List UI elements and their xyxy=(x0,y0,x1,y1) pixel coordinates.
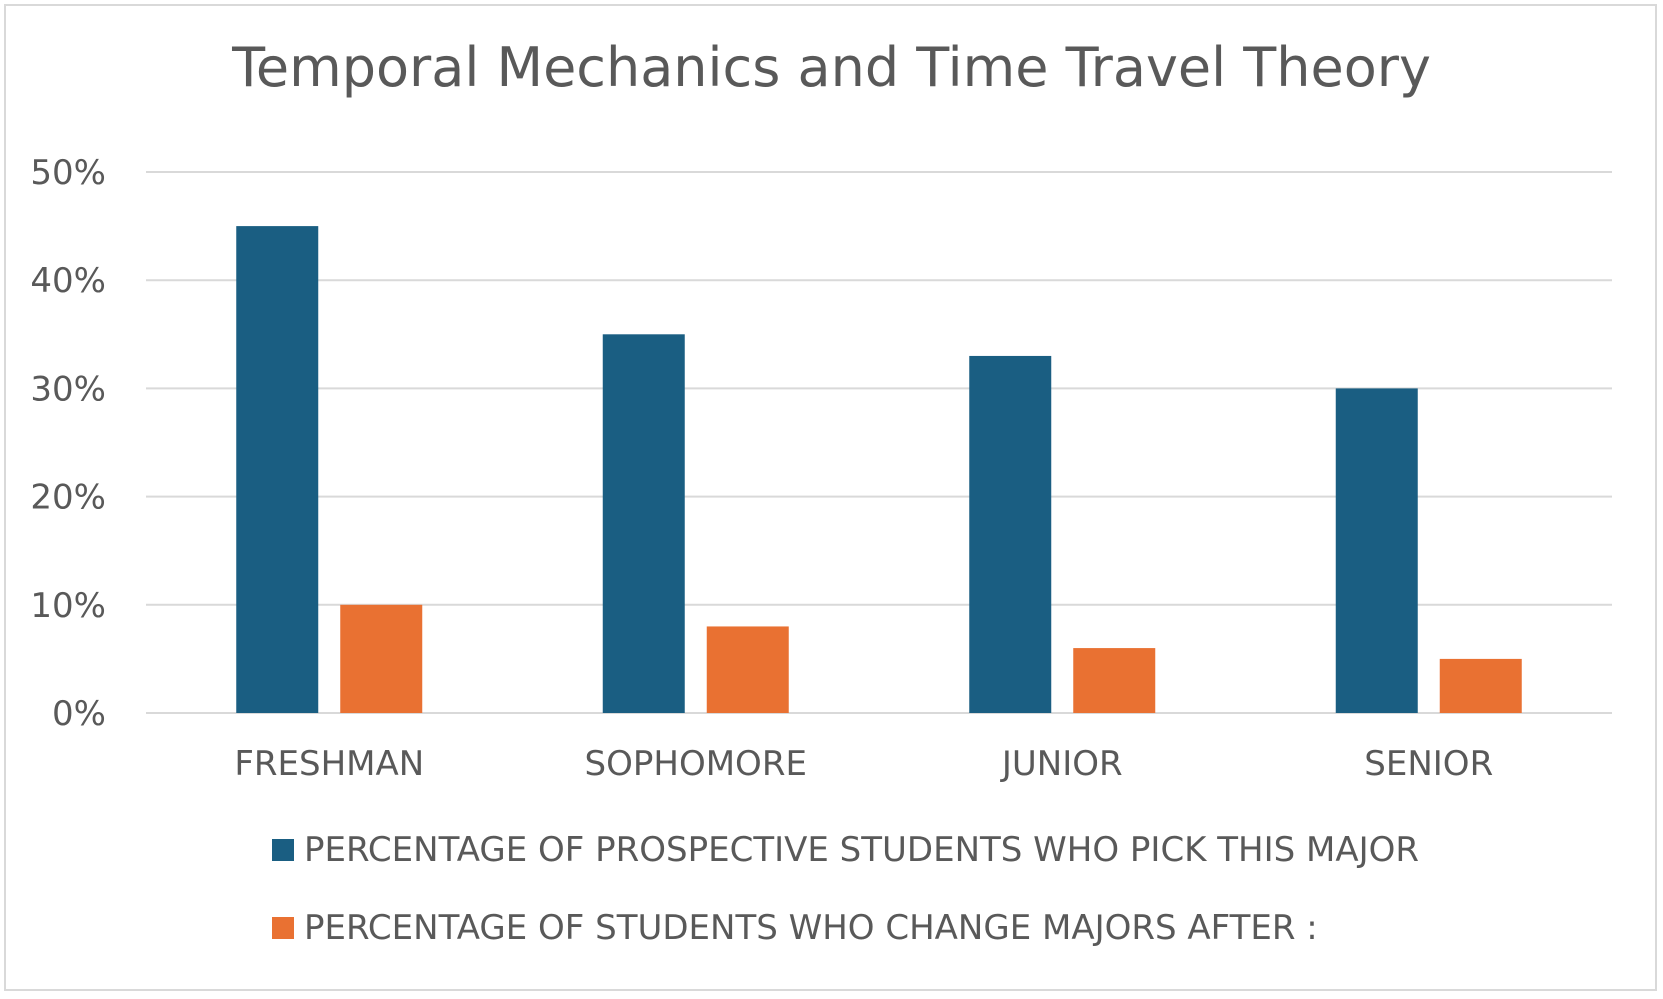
legend-swatch-series-1 xyxy=(272,839,294,861)
y-tick-label: 0% xyxy=(52,694,106,734)
y-tick-label: 40% xyxy=(30,261,106,301)
legend-label-series-1: PERCENTAGE OF PROSPECTIVE STUDENTS WHO P… xyxy=(304,830,1420,870)
y-tick-label: 50% xyxy=(30,153,106,193)
x-tick-label: FRESHMAN xyxy=(234,744,424,784)
bar-series-2 xyxy=(340,604,423,713)
bar-series-1 xyxy=(602,334,685,713)
bar-series-2 xyxy=(706,626,789,713)
bar-series-1 xyxy=(236,226,319,713)
y-tick-label: 10% xyxy=(30,586,106,626)
legend-item-series-2: PERCENTAGE OF STUDENTS WHO CHANGE MAJORS… xyxy=(272,908,1318,948)
bar-series-1 xyxy=(1335,388,1418,713)
legend-swatch-series-2 xyxy=(272,917,294,939)
y-axis-ticks: 0% 10% 20% 30% 40% 50% xyxy=(30,153,106,734)
bar-series-2 xyxy=(1073,648,1156,713)
x-axis-ticks: FRESHMAN SOPHOMORE JUNIOR SENIOR xyxy=(234,744,1493,784)
legend-label-series-2: PERCENTAGE OF STUDENTS WHO CHANGE MAJORS… xyxy=(304,908,1318,948)
bars xyxy=(236,226,1522,713)
x-tick-label: SOPHOMORE xyxy=(585,744,807,784)
y-tick-label: 30% xyxy=(30,369,106,409)
x-tick-label: JUNIOR xyxy=(1000,744,1123,784)
legend-item-series-1: PERCENTAGE OF PROSPECTIVE STUDENTS WHO P… xyxy=(272,830,1419,870)
x-tick-label: SENIOR xyxy=(1364,744,1493,784)
bar-series-1 xyxy=(969,355,1052,713)
y-tick-label: 20% xyxy=(30,478,106,518)
chart-title: Temporal Mechanics and Time Travel Theor… xyxy=(232,36,1431,99)
bar-series-2 xyxy=(1439,658,1522,713)
